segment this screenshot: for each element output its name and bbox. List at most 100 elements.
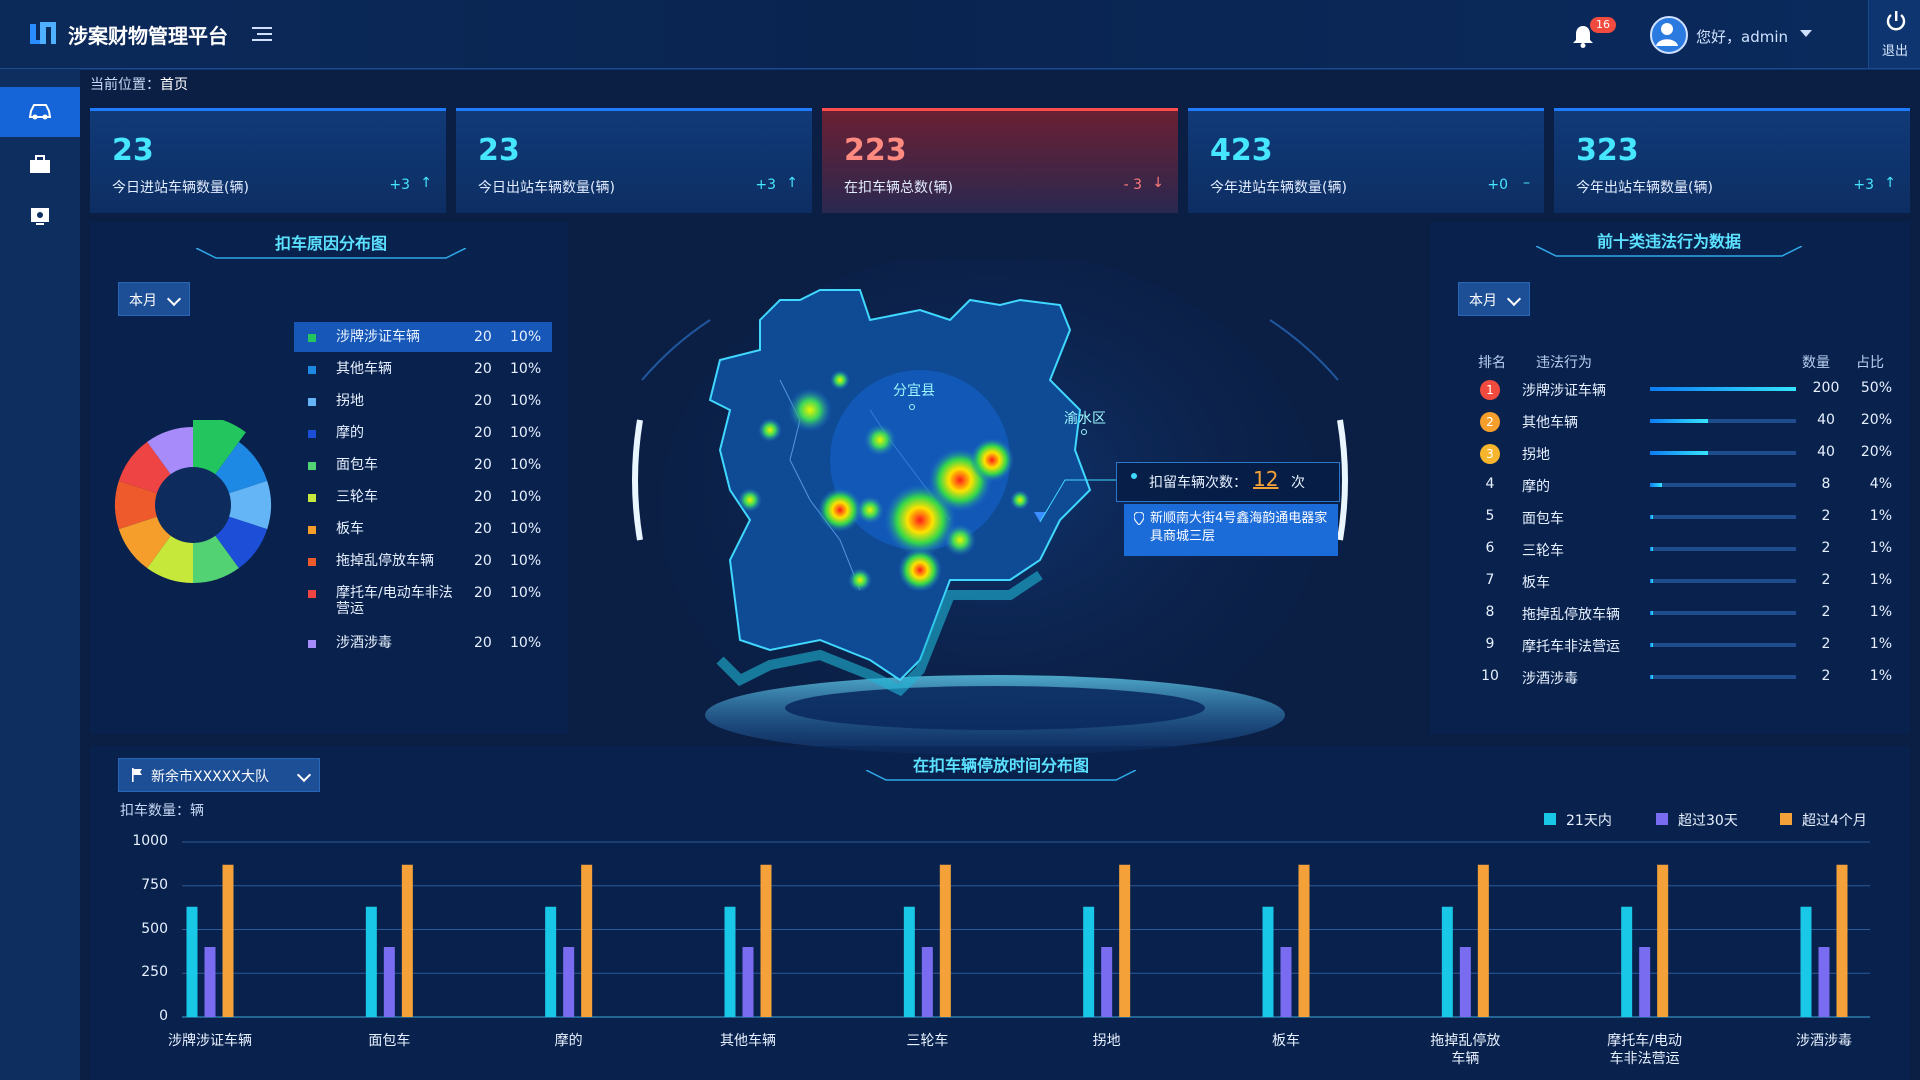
kpi-value: 323 bbox=[1576, 133, 1639, 168]
monitor-icon bbox=[31, 208, 49, 225]
period-value: 本月 bbox=[129, 293, 157, 309]
y-axis-tick-label: 500 bbox=[141, 920, 168, 937]
rank-progress-track bbox=[1650, 515, 1796, 519]
rank-progress-bar bbox=[1650, 547, 1653, 551]
x-axis-tick-line: 车辆 bbox=[1451, 1051, 1480, 1067]
reason-list-item[interactable]: 三轮车 20 10% bbox=[294, 482, 552, 512]
y-axis-tick-label: 250 bbox=[141, 964, 168, 981]
rank-number: 4 bbox=[1485, 476, 1495, 492]
x-axis-tick-label: 拐地 bbox=[1047, 1032, 1167, 1050]
y-axis-tick-label: 1000 bbox=[132, 833, 168, 849]
rank-progress-bar bbox=[1650, 419, 1709, 423]
donut-slice[interactable] bbox=[193, 480, 271, 530]
reason-list-item[interactable]: 涉牌涉证车辆 20 10% bbox=[294, 322, 552, 352]
rank-ratio: 1% bbox=[1869, 636, 1892, 652]
reason-count: 20 bbox=[474, 635, 492, 651]
user-greeting[interactable]: 您好，admin bbox=[1696, 28, 1788, 46]
notification-bell-icon[interactable] bbox=[1572, 24, 1594, 48]
legend-swatch bbox=[308, 398, 316, 406]
map-pin-icon[interactable] bbox=[1034, 512, 1046, 522]
ranking-row[interactable]: 4 摩的 8 4% bbox=[1470, 472, 1892, 500]
ranking-row[interactable]: 6 三轮车 2 1% bbox=[1470, 536, 1892, 564]
sidebar-item-property[interactable] bbox=[0, 139, 80, 189]
reason-pct: 10% bbox=[510, 635, 542, 651]
rank-header-count: 数量 bbox=[1802, 355, 1830, 371]
ranking-row[interactable]: 2 其他车辆 40 20% bbox=[1470, 408, 1892, 436]
x-axis-tick-label: 涉酒涉毒 bbox=[1764, 1032, 1884, 1050]
car-icon bbox=[28, 104, 52, 120]
reason-list-item[interactable]: 拖掉乱停放车辆 20 10% bbox=[294, 546, 552, 576]
ranking-row[interactable]: 9 摩托车非法营运 2 1% bbox=[1470, 632, 1892, 660]
ranking-row[interactable]: 5 面包车 2 1% bbox=[1470, 504, 1892, 532]
team-value: 新余市XXXXX大队 bbox=[151, 769, 269, 785]
reason-pct: 10% bbox=[510, 457, 542, 473]
kpi-value: 223 bbox=[844, 133, 907, 168]
kpi-card-detained-total: 223 在扣车辆总数(辆) - 3 ↓ bbox=[822, 108, 1178, 213]
chevron-down-icon[interactable] bbox=[1800, 30, 1812, 37]
sidebar-item-vehicles[interactable] bbox=[0, 87, 80, 137]
tooltip-value: 12 bbox=[1253, 467, 1279, 491]
logout-button[interactable]: 退出 bbox=[1868, 0, 1920, 68]
reason-name: 拖掉乱停放车辆 bbox=[336, 553, 434, 569]
reason-name: 面包车 bbox=[336, 457, 378, 473]
rank-number: 9 bbox=[1485, 636, 1495, 652]
globe-bracket-right bbox=[1337, 419, 1348, 541]
rank-ratio: 20% bbox=[1860, 412, 1892, 428]
panel-title: 在扣车辆停放时间分布图 bbox=[912, 756, 1089, 775]
tooltip-unit: 次 bbox=[1291, 475, 1305, 491]
reason-pct: 10% bbox=[510, 521, 542, 537]
briefcase-icon bbox=[30, 155, 50, 173]
breadcrumb: 当前位置：首页 bbox=[90, 74, 188, 94]
rank-progress-bar bbox=[1650, 611, 1653, 615]
ranking-period-select[interactable]: 本月 bbox=[1458, 282, 1530, 316]
reason-list-item[interactable]: 摩托车/电动车非法营运 20 10% bbox=[294, 578, 552, 618]
ranking-row[interactable]: 10 涉酒涉毒 2 1% bbox=[1470, 664, 1892, 692]
reason-list-item[interactable]: 摩的 20 10% bbox=[294, 418, 552, 448]
rank-number: 10 bbox=[1481, 668, 1499, 684]
app-title: 涉案财物管理平台 bbox=[68, 24, 228, 48]
rank-count: 8 bbox=[1821, 476, 1831, 492]
rank-behavior: 板车 bbox=[1522, 575, 1550, 591]
ranking-row[interactable]: 7 板车 2 1% bbox=[1470, 568, 1892, 596]
rank-progress-bar bbox=[1650, 451, 1709, 455]
legend-label: 21天内 bbox=[1566, 813, 1612, 829]
rank-ratio: 50% bbox=[1860, 380, 1892, 396]
kpi-value: 23 bbox=[112, 133, 154, 168]
ranking-row[interactable]: 8 拖掉乱停放车辆 2 1% bbox=[1470, 600, 1892, 628]
trend-up-icon: ↑ bbox=[786, 175, 798, 191]
rank-progress-bar bbox=[1650, 579, 1653, 583]
team-select[interactable]: 新余市XXXXX大队 bbox=[118, 758, 320, 792]
kpi-card-year-out: 323 今年出站车辆数量(辆) +3 ↑ bbox=[1554, 108, 1910, 213]
legend-swatch bbox=[308, 558, 316, 566]
reason-donut-chart bbox=[115, 420, 271, 583]
trend-up-icon: ↑ bbox=[420, 175, 432, 191]
menu-toggle-icon[interactable] bbox=[252, 26, 272, 42]
x-axis-tick-line: 涉酒涉毒 bbox=[1796, 1033, 1852, 1049]
title-underline bbox=[1536, 246, 1802, 257]
reason-pct: 10% bbox=[510, 393, 542, 409]
reason-list-item[interactable]: 拐地 20 10% bbox=[294, 386, 552, 416]
x-axis-tick-line: 涉牌涉证车辆 bbox=[168, 1033, 252, 1049]
breadcrumb-current[interactable]: 首页 bbox=[160, 77, 188, 93]
rank-ratio: 4% bbox=[1869, 476, 1892, 492]
sidebar-item-monitor[interactable] bbox=[0, 191, 80, 241]
rank-progress-bar bbox=[1650, 675, 1653, 679]
avatar[interactable] bbox=[1650, 16, 1688, 54]
ranking-row[interactable]: 1 涉牌涉证车辆 200 50% bbox=[1470, 376, 1892, 404]
title-underline bbox=[196, 248, 466, 259]
reason-list-item[interactable]: 板车 20 10% bbox=[294, 514, 552, 544]
sidebar bbox=[0, 69, 80, 1080]
reason-period-select[interactable]: 本月 bbox=[118, 282, 190, 316]
heat-map bbox=[632, 260, 1348, 760]
reason-list-item[interactable]: 面包车 20 10% bbox=[294, 450, 552, 480]
reason-name: 板车 bbox=[336, 521, 364, 537]
kpi-delta: +3 bbox=[755, 177, 776, 193]
ranking-row[interactable]: 3 拐地 40 20% bbox=[1470, 440, 1892, 468]
donut-slice[interactable] bbox=[115, 480, 193, 530]
reason-list-item[interactable]: 涉酒涉毒 20 10% bbox=[294, 628, 552, 658]
chevron-down-icon bbox=[1506, 291, 1522, 307]
reason-list-item[interactable]: 其他车辆 20 10% bbox=[294, 354, 552, 384]
reason-name: 涉牌涉证车辆 bbox=[336, 329, 420, 345]
rank-count: 200 bbox=[1812, 380, 1840, 396]
rank-count: 2 bbox=[1821, 572, 1831, 588]
